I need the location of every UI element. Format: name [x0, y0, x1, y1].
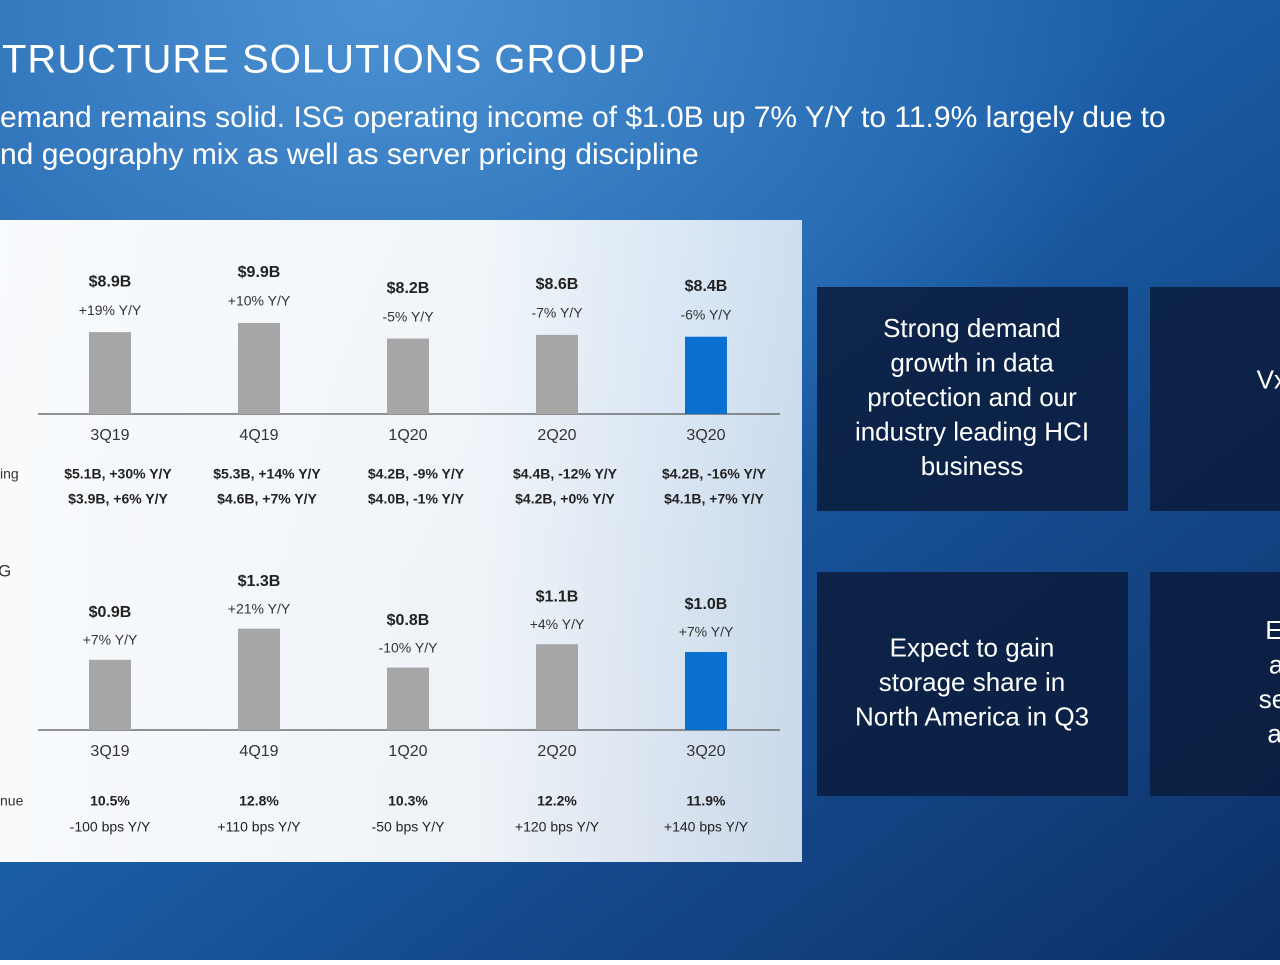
value-label: $8.4B: [685, 278, 728, 295]
callout-text: and m: [1269, 650, 1280, 680]
change-label: +10% Y/Y: [228, 293, 291, 309]
slide-title: TRUCTURE SOLUTIONS GROUP: [2, 38, 646, 82]
callout-text: storage share in: [879, 667, 1065, 697]
section-label: G: [0, 561, 11, 580]
value-label: $1.3B: [238, 573, 281, 590]
change-label: +7% Y/Y: [679, 624, 734, 640]
detail-text: $4.4B, -12% Y/Y: [513, 466, 618, 482]
callout-text: and EI: [1267, 719, 1280, 749]
x-tick-label: 2Q20: [537, 427, 576, 444]
value-label: $0.8B: [387, 612, 430, 629]
callout-text: industry leading HCI: [855, 416, 1089, 446]
charts: $8.9B +19% Y/Y 3Q19 $9.9B +10% Y/Y 4Q19 $8.2B -…: [0, 264, 780, 835]
value-label: $8.6B: [536, 276, 579, 293]
bar: [387, 667, 429, 730]
x-tick-label: 4Q19: [239, 743, 278, 760]
detail-text: 12.8%: [239, 793, 279, 809]
callout-text: server s: [1259, 684, 1280, 714]
change-label: +7% Y/Y: [83, 632, 138, 648]
callout-box: [1150, 572, 1280, 796]
row-label: nue: [0, 793, 24, 809]
bar: [685, 652, 727, 730]
x-tick-label: 3Q19: [90, 427, 129, 444]
bar: [238, 628, 280, 730]
detail-text: $4.6B, +7% Y/Y: [217, 491, 317, 507]
callout-text: North America in Q3: [855, 701, 1089, 731]
change-label: -10% Y/Y: [379, 639, 439, 655]
bar: [89, 332, 131, 414]
value-label: $1.0B: [685, 596, 728, 613]
detail-text: $4.2B, -16% Y/Y: [662, 466, 767, 482]
detail-text: -50 bps Y/Y: [372, 819, 446, 835]
x-tick-label: 4Q19: [239, 427, 278, 444]
detail-text: 10.5%: [90, 793, 130, 809]
value-label: $0.9B: [89, 604, 132, 621]
callout-text: Strong demand: [883, 313, 1061, 343]
detail-text: $4.2B, +0% Y/Y: [515, 491, 615, 507]
callout-text: protection and our: [867, 382, 1077, 412]
detail-text: +140 bps Y/Y: [664, 819, 749, 835]
bar: [238, 322, 280, 414]
detail-text: 12.2%: [537, 793, 577, 809]
callout-text: Expect to gain: [890, 632, 1055, 662]
detail-text: $4.2B, -9% Y/Y: [368, 466, 465, 482]
detail-text: $4.1B, +7% Y/Y: [664, 491, 764, 507]
bar: [536, 334, 578, 414]
callouts: Strong demand growth in data protection an…: [817, 287, 1280, 796]
callout-text: Expect: [1265, 615, 1280, 645]
detail-text: +120 bps Y/Y: [515, 819, 600, 835]
change-label: -7% Y/Y: [531, 305, 583, 321]
x-tick-label: 3Q19: [90, 743, 129, 760]
change-label: +4% Y/Y: [530, 616, 585, 632]
value-label: $1.1B: [536, 588, 579, 605]
x-tick-label: 1Q20: [388, 743, 427, 760]
change-label: -6% Y/Y: [680, 306, 732, 322]
bar: [536, 644, 578, 730]
change-label: -5% Y/Y: [382, 308, 434, 324]
callout-box: [817, 572, 1128, 796]
callout-text: growth in data: [890, 347, 1054, 377]
value-label: $8.9B: [89, 273, 132, 290]
detail-text: $5.3B, +14% Y/Y: [213, 466, 321, 482]
callout-text: business: [921, 451, 1024, 481]
change-label: +19% Y/Y: [79, 302, 142, 318]
bar: [685, 336, 727, 414]
change-label: +21% Y/Y: [228, 600, 291, 616]
subtitle-line: nd geography mix as well as server prici…: [0, 138, 699, 171]
detail-text: $5.1B, +30% Y/Y: [64, 466, 172, 482]
x-tick-label: 2Q20: [537, 743, 576, 760]
x-tick-label: 1Q20: [388, 427, 427, 444]
value-label: $9.9B: [238, 264, 281, 281]
detail-text: $4.0B, -1% Y/Y: [368, 491, 465, 507]
detail-text: $3.9B, +6% Y/Y: [68, 491, 168, 507]
callout-box: [1150, 287, 1280, 511]
chart-panel: [0, 220, 802, 862]
callout-box: [817, 287, 1128, 511]
callout-text: VxRail o: [1257, 365, 1280, 395]
bar: [387, 338, 429, 414]
value-label: $8.2B: [387, 280, 430, 297]
x-tick-label: 3Q20: [686, 743, 725, 760]
detail-text: 10.3%: [388, 793, 428, 809]
subtitle-line: emand remains solid. ISG operating incom…: [0, 101, 1166, 134]
bar: [89, 659, 131, 730]
x-tick-label: 3Q20: [686, 427, 725, 444]
detail-text: 11.9%: [687, 793, 726, 809]
detail-text: -100 bps Y/Y: [70, 819, 151, 835]
row-label: ing: [0, 466, 19, 482]
detail-text: +110 bps Y/Y: [217, 819, 301, 835]
